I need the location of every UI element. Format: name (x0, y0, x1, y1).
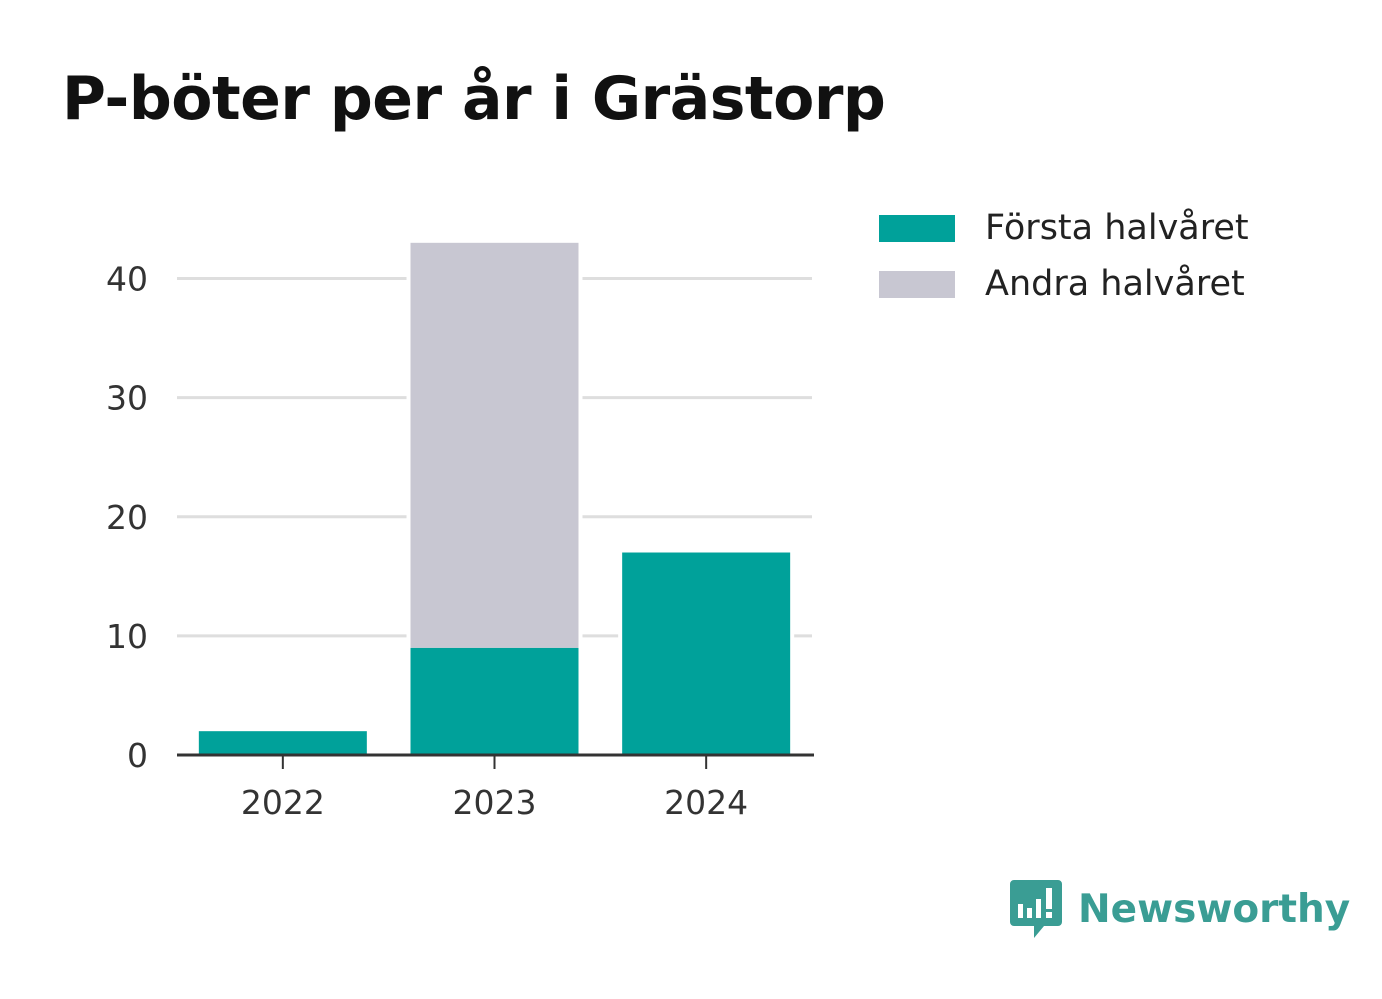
x-tick-label: 2024 (664, 783, 748, 822)
bars (194, 242, 795, 756)
y-tick-label: 0 (127, 736, 148, 775)
legend-swatch-first-half (879, 214, 955, 242)
legend-label-first-half: Första halvåret (985, 208, 1249, 248)
legend-swatch-second-half (879, 270, 955, 298)
bar-2023-series-1 (410, 242, 579, 648)
chart-title: P-böter per år i Grästorp (62, 64, 886, 134)
bar-2022-series-0 (198, 731, 367, 755)
brand-logo: Newsworthy (1010, 878, 1350, 940)
x-tick-label: 2023 (453, 783, 537, 822)
axes: 0 10 20 30 40 2022 2023 2024 (106, 260, 814, 822)
legend-label-second-half: Andra halvåret (985, 264, 1245, 304)
legend-item-second-half: Andra halvåret (879, 256, 1249, 312)
y-tick-label: 10 (106, 617, 148, 656)
legend: Första halvåret Andra halvåret (879, 200, 1249, 312)
legend-item-first-half: Första halvåret (879, 200, 1249, 256)
y-tick-label: 30 (106, 379, 148, 418)
newsworthy-logo-icon (1010, 880, 1062, 938)
bar-2024-series-0 (622, 552, 791, 755)
bar-2023-series-0 (410, 647, 579, 755)
x-tick-label: 2022 (241, 783, 325, 822)
y-tick-label: 20 (106, 498, 148, 537)
brand-name: Newsworthy (1078, 886, 1351, 932)
y-tick-label: 40 (106, 260, 148, 299)
